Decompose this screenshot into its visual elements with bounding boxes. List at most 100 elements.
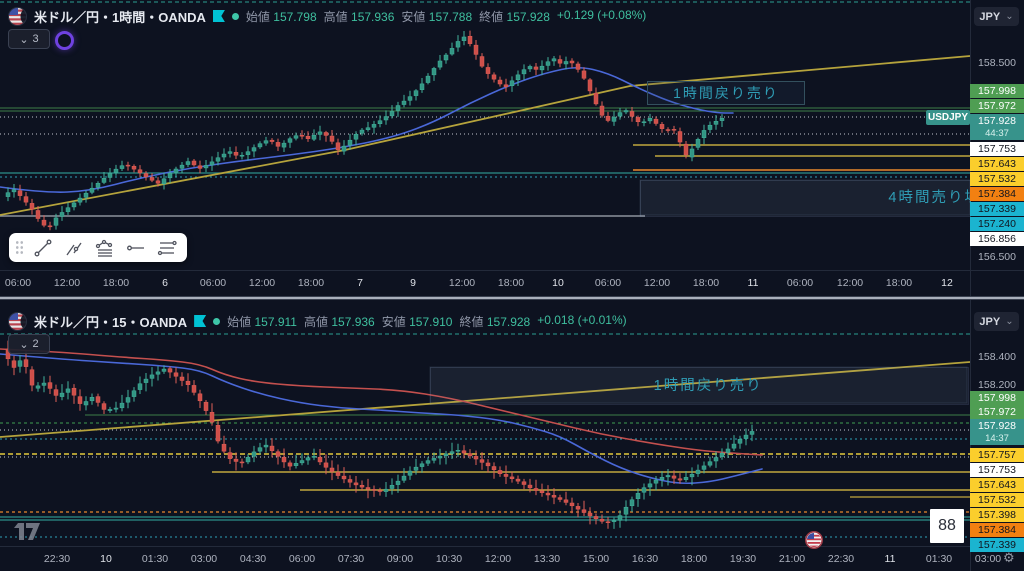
candle [227,447,233,465]
toolbar-drag-handle[interactable] [15,240,24,255]
candle [461,31,467,46]
candle [395,101,401,117]
fib-retracement-tool-icon[interactable] [91,236,119,260]
price-level-badge: 157.532 [970,172,1024,186]
candle-body [497,470,503,474]
candle-body [437,60,443,68]
annotation-1h-sell[interactable]: 1時間戻り売り [647,81,805,105]
price-level-badge: 157.532 [970,493,1024,507]
candle-body [707,461,713,466]
candle-body [107,409,113,411]
candle-body [11,360,17,368]
candle [431,452,437,464]
time-tick-label: 07:30 [337,553,365,565]
candle-body [521,481,527,485]
candle [311,448,317,461]
candle [251,445,257,463]
time-tick-label: 6 [162,277,168,289]
collapse-indicators-button-1h[interactable]: ⌄ 3 [8,29,50,49]
collapse-indicators-button-15m[interactable]: ⌄ 2 [8,334,50,354]
candle-body [713,457,719,462]
time-axis-15m[interactable]: 22:30 10 01:30 03:00 04:30 06:00 07:30 09:00 10:… [0,547,1024,571]
candle-body [647,118,653,122]
candle-body [155,371,161,375]
candle [419,461,425,473]
candle-body [47,382,53,389]
candle-body [293,135,299,139]
price-axis-label: 156.500 [978,251,1016,263]
candle-body [635,493,641,499]
time-tick-label: 10 [100,553,112,565]
candle-body [29,203,35,210]
candle-body [329,467,335,472]
candle [719,114,725,127]
annotation-4h-sell-zone[interactable]: 4時間売り場 [640,180,971,217]
panel-separator[interactable] [0,296,1024,300]
candle-body [473,456,479,460]
idea-flag-icon[interactable] [212,10,225,22]
candle [185,373,191,392]
candle-body [227,151,233,154]
time-tick-label: 12:00 [836,277,864,289]
candle [359,480,365,491]
candle [593,87,599,106]
annotation-15m-sell[interactable]: 1時間戻り売り [430,367,969,405]
candle-body [431,68,437,76]
candle-body [275,451,281,457]
candle-body [389,485,395,489]
candle-body [221,153,227,158]
candle-body [53,389,59,396]
price-scale-15m[interactable]: 158.400 158.200 157.998 157.972 157.928 14:37… [970,303,1024,552]
price-scale-1h[interactable]: 158.500 157.998 157.972 157.928 44:37 157.753… [970,0,1024,270]
idea-flag-icon[interactable] [194,315,207,327]
candle-body [551,58,557,62]
candle-body [95,183,101,188]
candle-body [605,521,611,523]
time-tick-label: 06:00 [288,553,316,565]
time-tick-label: 18:00 [297,277,325,289]
candle [731,435,737,452]
us-flag-event-icon[interactable] [805,531,823,549]
candle-body [383,488,389,492]
time-tick-label: 12 [941,277,953,289]
candle-body [101,403,107,410]
candle [209,403,215,426]
candle [617,108,623,120]
candle-body [665,129,671,131]
candle-body [449,451,455,454]
time-axis-1h[interactable]: 06:00 12:00 18:00 6 06:00 12:00 18:00 7 9 12:00 18… [0,271,1024,295]
candle [299,453,305,466]
candle [521,64,527,80]
candle-body [617,515,623,521]
currency-selector-1h[interactable]: JPY ⌄ [974,7,1019,26]
price-level-badge: 156.856 [970,232,1024,246]
gear-icon[interactable]: ⚙ [1003,550,1015,565]
currency-selector-15m[interactable]: JPY ⌄ [974,312,1019,331]
candle [77,193,83,206]
horizontal-lines-tool-icon[interactable] [153,236,181,260]
disjoint-channel-tool-icon[interactable] [60,236,88,260]
price-chart-1h[interactable] [0,0,970,270]
moving-average-line [0,353,763,485]
price-level-badge: 157.339 [970,202,1024,216]
candle [65,202,71,215]
candle-body [305,135,311,139]
candle-body [563,61,569,65]
candle [41,215,47,228]
price-axis-label: 158.200 [978,379,1016,391]
candle [389,105,395,119]
time-tick-label: 12:00 [643,277,671,289]
price-chart-15m[interactable] [0,303,970,546]
candle [503,465,509,485]
trend-line-tool-icon[interactable] [29,236,57,260]
candle [557,494,563,503]
candle-body [317,131,323,135]
price-axis-label: 158.500 [978,57,1016,69]
horizontal-ray-tool-icon[interactable] [122,236,150,260]
candle [353,131,359,146]
candle [221,435,227,454]
candle-body [293,463,299,466]
candle-body [137,169,143,174]
tradingview-logo [12,521,42,546]
moving-average-line [0,66,734,193]
